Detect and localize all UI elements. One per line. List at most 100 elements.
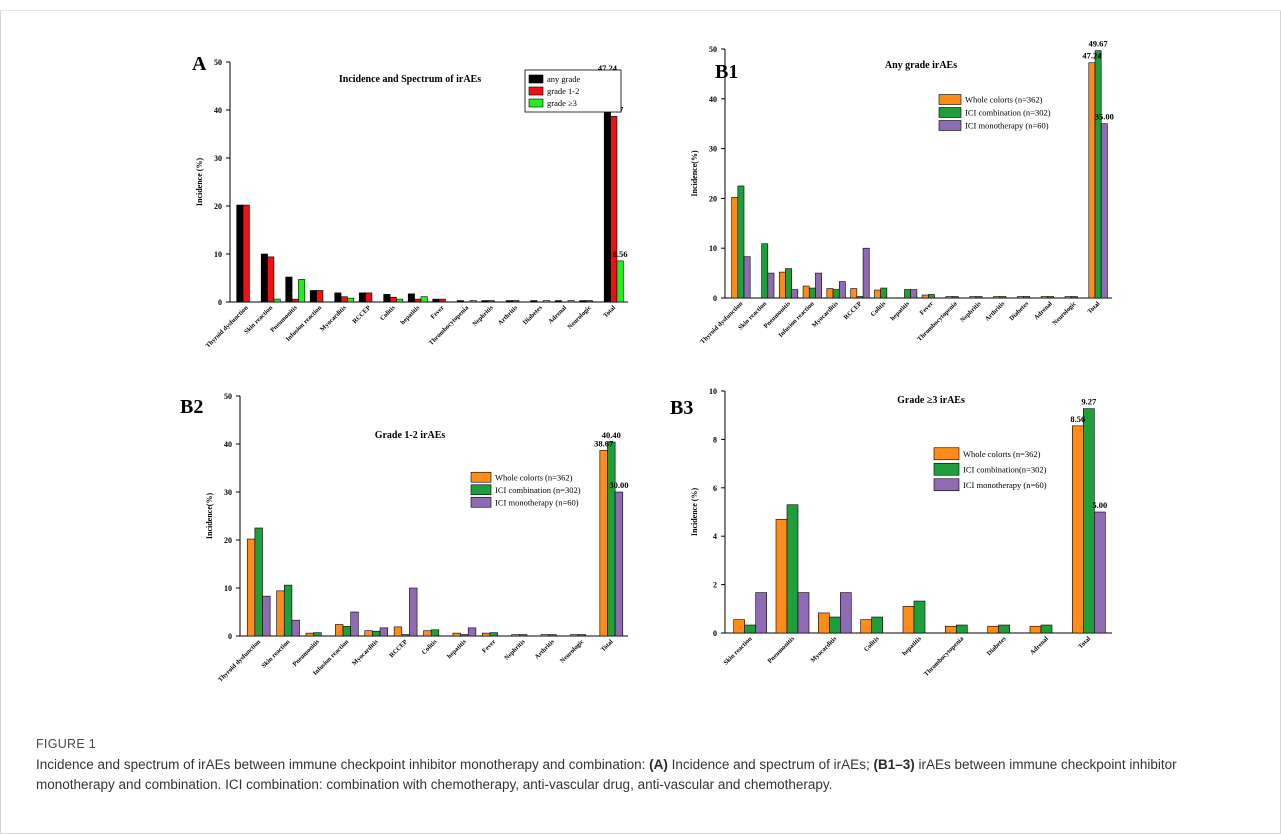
bar-b1-s1 (1023, 296, 1031, 299)
legend-label: ICI combination (n=302) (965, 108, 1051, 118)
y-tick-label: 50 (709, 45, 717, 54)
legend-label: ICI combination (n=302) (495, 485, 581, 495)
bar-b3-s1 (744, 624, 756, 634)
x-tick-label: Colitis (863, 635, 881, 653)
top-strip (0, 0, 1281, 11)
bar-b3-s1 (1083, 408, 1095, 634)
bar-b1-s1 (1070, 296, 1078, 299)
bar-b3-s1 (786, 504, 799, 634)
y-axis-label: Incidence(%) (205, 493, 214, 540)
bar-a-s2 (420, 296, 428, 303)
bar-b1-s2 (767, 272, 775, 299)
panel-letter: B1 (715, 61, 738, 83)
bar-b3-s1 (956, 624, 968, 634)
legend-swatch (938, 107, 962, 118)
data-value-label: 8.56 (613, 249, 628, 259)
bar-b1-s1 (975, 296, 983, 299)
bar-b3-s1 (913, 600, 926, 634)
bar-b1-s2 (1100, 123, 1108, 299)
bar-a-s2 (273, 298, 281, 303)
y-tick-label: 0 (713, 294, 717, 303)
bar-a-s1 (487, 300, 495, 303)
y-tick-label: 0 (713, 629, 717, 638)
legend-swatch (528, 98, 544, 108)
data-value-label: 8.56 (1070, 414, 1085, 424)
chart-title: Any grade irAEs (885, 60, 957, 71)
legend-label: grade ≥3 (547, 98, 577, 108)
caption-segment: Incidence and spectrum of irAEs between … (36, 757, 650, 772)
x-tick-label: Thrombocytopenia (923, 635, 966, 678)
bar-b3-s1 (1040, 624, 1053, 634)
bar-b3-s0 (860, 619, 872, 634)
legend-swatch (938, 94, 962, 105)
bar-b3-s2 (755, 592, 767, 634)
x-tick-label: Myocarditis (810, 635, 839, 664)
y-tick-label: 10 (224, 584, 232, 593)
data-value-label: 30.00 (609, 480, 628, 490)
bar-b1-s1 (1047, 296, 1054, 299)
legend-swatch (528, 74, 544, 84)
bar-b2-s2 (379, 627, 388, 637)
y-tick-label: 10 (709, 387, 717, 396)
data-value-label: 5.00 (1092, 500, 1107, 510)
bar-b2-s1 (548, 634, 557, 637)
legend-swatch (933, 462, 960, 476)
x-tick-label: Skin reaction (723, 635, 754, 666)
bar-b3-s0 (945, 625, 957, 634)
data-value-label: 9.27 (1081, 397, 1097, 407)
legend-swatch (470, 484, 492, 496)
caption-text: Incidence and spectrum of irAEs between … (36, 755, 1256, 795)
chart-title: Grade ≥3 irAEs (897, 395, 965, 406)
y-tick-label: 20 (224, 536, 232, 545)
bar-a-s2 (567, 300, 575, 303)
bar-a-s2 (347, 297, 355, 303)
caption-panel-ref: (B1–3) (873, 757, 915, 772)
bar-b2-s1 (519, 634, 528, 637)
bar-b3-s2 (840, 592, 852, 634)
y-tick-label: 40 (214, 106, 222, 115)
bar-b1-s0 (850, 288, 858, 299)
y-tick-label: 6 (713, 484, 717, 493)
legend-label: grade 1-2 (547, 86, 579, 96)
y-tick-label: 30 (224, 488, 232, 497)
panel-letter: B2 (180, 396, 203, 418)
y-tick-label: 20 (214, 202, 222, 211)
bar-a-s2 (396, 298, 404, 303)
bar-b2-s1 (430, 629, 440, 637)
y-tick-label: 0 (218, 298, 222, 307)
legend-swatch (470, 496, 492, 508)
bar-a-s0 (285, 276, 293, 303)
legend-label: any grade (547, 74, 581, 84)
bar-b3-s0 (1029, 625, 1042, 634)
bar-a-s0 (554, 300, 562, 303)
bar-b2-s0 (393, 626, 403, 637)
legend-swatch (938, 120, 962, 131)
legend-label: ICI monotherapy (n=60) (963, 480, 1047, 490)
data-value-label: 47.24 (1082, 51, 1102, 61)
y-tick-label: 8 (713, 435, 717, 444)
bar-b3-s0 (775, 518, 788, 634)
bar-b2-s2 (614, 491, 624, 637)
y-tick-label: 10 (214, 250, 222, 259)
bar-b1-s1 (737, 185, 745, 299)
bar-b3-s0 (818, 612, 830, 634)
bar-b2-s2 (262, 595, 271, 637)
bar-b1-s2 (791, 289, 799, 299)
bar-a-s2 (616, 260, 624, 303)
bar-a-s1 (316, 290, 324, 303)
legend-swatch (933, 478, 960, 492)
x-tick-label: Diabetes (986, 635, 1008, 657)
legend-swatch (470, 471, 492, 483)
panel-letter: B3 (670, 397, 693, 419)
y-tick-label: 30 (709, 145, 717, 154)
legend-swatch (933, 447, 960, 461)
y-tick-label: 30 (214, 154, 222, 163)
data-value-label: 47.24 (598, 63, 618, 73)
